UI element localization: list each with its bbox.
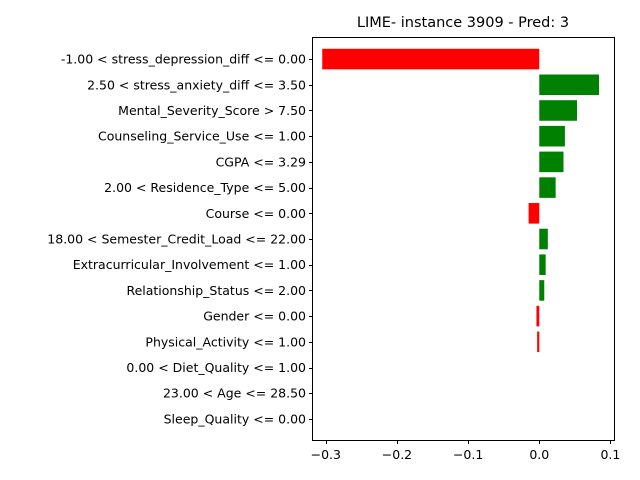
y-tick-label-5: 2.00 < Residence_Type <= 5.00 <box>104 180 306 195</box>
x-tick-label-3: 0.0 <box>529 447 549 462</box>
bar-3 <box>539 125 565 147</box>
bar-7 <box>539 228 548 250</box>
bar-10 <box>536 305 540 327</box>
x-tick-label-2: −0.1 <box>453 447 483 462</box>
y-tick-label-6: Course <= 0.00 <box>206 206 306 221</box>
y-tick-label-8: Extracurricular_Involvement <= 1.00 <box>73 257 306 272</box>
y-axis-ticks: -1.00 < stress_depression_diff <= 0.00 2.… <box>47 52 313 426</box>
bar-8 <box>539 254 546 275</box>
bar-1 <box>539 74 600 96</box>
bar-5 <box>539 177 556 198</box>
x-tick-label-0: −0.3 <box>311 447 341 462</box>
bar-6 <box>528 203 540 224</box>
bar-2 <box>539 100 577 121</box>
y-tick-label-3: Counseling_Service_Use <= 1.00 <box>98 129 306 144</box>
y-tick-label-10: Gender <= 0.00 <box>203 309 306 324</box>
y-tick-label-9: Relationship_Status <= 2.00 <box>126 283 306 298</box>
y-tick-label-14: Sleep_Quality <= 0.00 <box>164 411 306 426</box>
y-tick-label-2: Mental_Severity_Score > 7.50 <box>118 103 306 118</box>
y-tick-label-4: CGPA <= 3.29 <box>216 154 306 169</box>
x-tick-label-4: 0.1 <box>600 447 620 462</box>
y-tick-label-11: Physical_Activity <= 1.00 <box>145 334 306 349</box>
bar-11 <box>537 331 540 353</box>
plot-frame <box>312 37 615 441</box>
y-tick-label-1: 2.50 < stress_anxiety_diff <= 3.50 <box>87 77 306 92</box>
bars-group <box>322 48 600 353</box>
bar-9 <box>539 280 545 301</box>
bar-4 <box>539 151 564 173</box>
y-tick-label-12: 0.00 < Diet_Quality <= 1.00 <box>126 360 306 375</box>
y-tick-label-0: -1.00 < stress_depression_diff <= 0.00 <box>61 52 306 67</box>
y-tick-label-7: 18.00 < Semester_Credit_Load <= 22.00 <box>47 232 306 247</box>
chart-title: LIME- instance 3909 - Pred: 3 <box>357 15 569 31</box>
x-tick-label-1: −0.2 <box>382 447 412 462</box>
bar-0 <box>322 48 540 70</box>
y-tick-label-13: 23.00 < Age <= 28.50 <box>163 386 306 401</box>
x-axis-ticks: −0.3 −0.2 −0.1 0.0 0.1 <box>311 440 620 462</box>
